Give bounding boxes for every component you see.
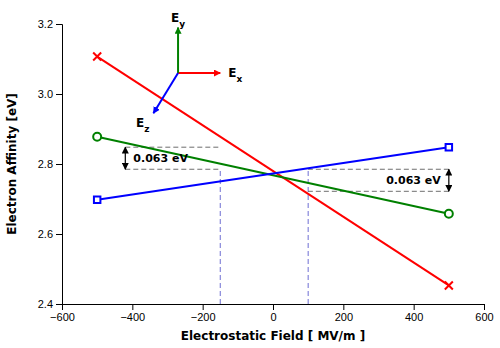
- reference-line: [308, 169, 309, 304]
- x-axis-tick: −400: [120, 304, 145, 323]
- field-arrow-label: Ey: [171, 11, 185, 29]
- x-axis-tick: 200: [335, 304, 353, 323]
- y-axis-line: [56, 25, 63, 305]
- annotation-guide: [125, 169, 220, 170]
- y-axis-tick: 3.2: [38, 18, 62, 30]
- series-marker: [445, 281, 453, 289]
- series-line: [97, 57, 449, 286]
- x-axis-tick-mark: [343, 304, 344, 310]
- annotation-label: 0.063 eV: [133, 152, 188, 165]
- y-axis: 2.4 2.6 2.8 3.0 3.2: [38, 18, 63, 310]
- field-arrow: [153, 73, 178, 113]
- field-arrow: [178, 72, 220, 74]
- reference-line: [220, 169, 221, 304]
- x-axis-tick: −200: [191, 304, 216, 323]
- data-layer: [93, 28, 453, 305]
- x-axis-line: [63, 305, 485, 311]
- x-axis-tick-mark: [273, 304, 274, 310]
- annotation-guide: [308, 169, 449, 170]
- y-axis-tick-label: 2.4: [38, 298, 53, 310]
- y-axis-tick-mark: [56, 234, 62, 235]
- series-marker: [94, 196, 100, 202]
- field-arrow-label: Ez: [136, 116, 149, 134]
- x-axis-tick-label: −600: [50, 311, 75, 323]
- y-axis-tick-mark: [56, 304, 62, 305]
- y-axis-title: Electron Affinity [eV]: [5, 93, 19, 235]
- annotation-guide: [308, 191, 449, 192]
- x-axis-tick-mark: [132, 304, 133, 310]
- x-axis-tick: 400: [405, 304, 423, 323]
- y-axis-tick: 2.6: [38, 228, 62, 240]
- y-axis-tick-label: 2.6: [38, 228, 53, 240]
- x-axis-tick-label: −400: [120, 311, 145, 323]
- y-axis-tick-mark: [56, 94, 62, 95]
- x-axis-title: Electrostatic Field [ MV/m ]: [181, 329, 365, 343]
- y-axis-tick-label: 3.2: [38, 18, 53, 30]
- x-axis-tick-label: 0: [270, 311, 276, 323]
- field-arrow: [177, 28, 179, 74]
- x-axis-tick-label: 400: [405, 311, 423, 323]
- x-axis-tick-label: −200: [191, 311, 216, 323]
- x-axis-tick-label: 200: [335, 311, 353, 323]
- chart: −600 −400 −200 0 200 400 600 2.4 2.6 2.8 3.0 3.2 0.0…: [0, 0, 500, 348]
- y-axis-tick-mark: [56, 164, 62, 165]
- x-axis-tick-mark: [414, 304, 415, 310]
- series-marker: [93, 133, 101, 141]
- series-line: [97, 147, 449, 200]
- annotation-arrow: [448, 169, 449, 191]
- series-marker: [93, 53, 101, 61]
- y-axis-tick: 2.8: [38, 158, 62, 170]
- annotation-arrow: [125, 147, 126, 169]
- x-axis: −600 −400 −200 0 200 400 600: [50, 304, 494, 323]
- x-axis-tick-mark: [203, 304, 204, 310]
- y-axis-tick-label: 3.0: [38, 88, 53, 100]
- y-axis-tick: 2.4: [38, 298, 62, 310]
- x-axis-tick: 600: [475, 304, 493, 323]
- x-axis-tick: 0: [270, 304, 276, 323]
- plot-area: −600 −400 −200 0 200 400 600 2.4 2.6 2.8 3.0 3.2 0.0…: [38, 11, 494, 323]
- annotation-texts: 0.063 eV 0.063 eV Ex Ey Ez: [133, 11, 441, 188]
- y-axis-tick-mark: [56, 24, 62, 25]
- series-marker: [445, 210, 453, 218]
- x-axis-tick: −600: [50, 304, 75, 323]
- y-axis-tick: 3.0: [38, 88, 62, 100]
- field-arrow-label: Ex: [228, 66, 242, 84]
- series-marker: [446, 144, 452, 150]
- y-axis-tick-label: 2.8: [38, 158, 53, 170]
- x-axis-tick-label: 600: [475, 311, 493, 323]
- x-axis-tick-mark: [484, 304, 485, 310]
- series-line: [97, 137, 449, 214]
- annotation-label: 0.063 eV: [386, 174, 441, 187]
